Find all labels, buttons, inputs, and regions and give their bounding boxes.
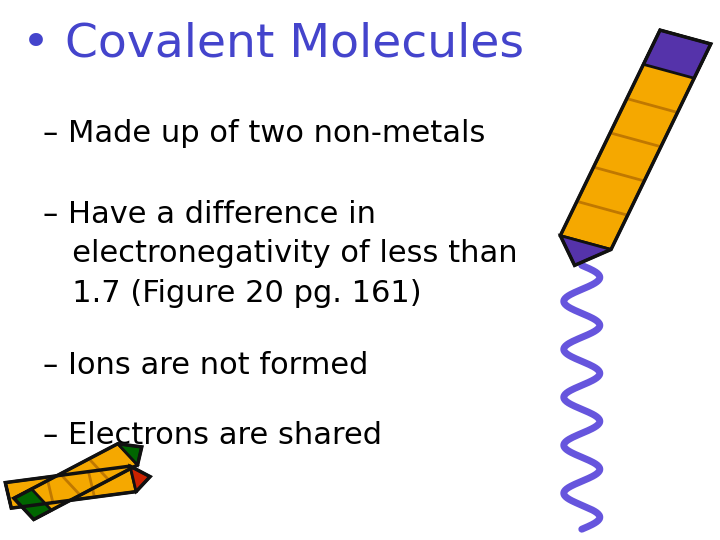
Polygon shape (644, 30, 711, 78)
Text: • Covalent Molecules: • Covalent Molecules (22, 22, 523, 66)
Polygon shape (5, 466, 136, 508)
Polygon shape (14, 444, 138, 519)
Text: – Electrons are shared: – Electrons are shared (43, 421, 382, 450)
Polygon shape (117, 444, 142, 465)
Polygon shape (130, 466, 150, 491)
Text: – Ions are not formed: – Ions are not formed (43, 351, 369, 380)
Text: – Have a difference in
   electronegativity of less than
   1.7 (Figure 20 pg. 1: – Have a difference in electronegativity… (43, 200, 518, 307)
Polygon shape (5, 483, 12, 508)
Text: – Made up of two non-metals: – Made up of two non-metals (43, 119, 485, 148)
Polygon shape (560, 30, 711, 249)
Polygon shape (14, 489, 51, 519)
Polygon shape (560, 235, 611, 265)
